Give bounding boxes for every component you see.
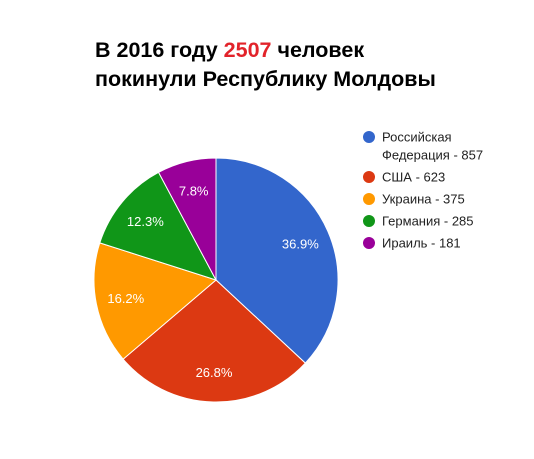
legend-label-4: Ираиль - 181	[382, 236, 461, 251]
legend-marker-4	[363, 237, 375, 249]
legend-label-0: Российская	[382, 130, 452, 145]
pie-slices	[93, 157, 339, 403]
legend-label-2: Украина - 375	[382, 192, 465, 207]
title-line2: покинули Республику Молдовы	[95, 67, 436, 91]
slice-label-1: 26.8%	[196, 365, 233, 380]
pie-slice-3[interactable]	[99, 171, 218, 281]
pie-slice-4[interactable]	[157, 157, 217, 281]
chart-title: В 2016 году 2507 человек покинули Респуб…	[95, 36, 515, 94]
title-highlight-number: 2507	[223, 38, 272, 62]
legend-marker-2	[363, 193, 375, 205]
legend-marker-1	[363, 171, 375, 183]
pie-slice-0[interactable]	[215, 157, 339, 364]
title-prefix: В 2016 году	[95, 38, 224, 62]
legend-label-0-line1: Федерация - 857	[382, 148, 483, 163]
chart-legend: Российская Федерация - 857 США - 623 Украин…	[363, 130, 483, 251]
pie-slice-2[interactable]	[93, 242, 218, 360]
legend-marker-3	[363, 215, 375, 227]
pie-labels: 36.9% 26.8% 16.2% 12.3% 7.8%	[107, 184, 319, 380]
slice-label-2: 16.2%	[107, 291, 144, 306]
legend-label-3: Германия - 285	[382, 214, 474, 229]
pie-slice-1[interactable]	[122, 279, 307, 403]
slice-label-4: 7.8%	[179, 184, 209, 199]
legend-marker-0	[363, 131, 375, 143]
title-suffix: человек	[271, 38, 365, 62]
slice-label-0: 36.9%	[282, 236, 319, 251]
slice-label-3: 12.3%	[127, 214, 164, 229]
legend-label-1: США - 623	[382, 170, 445, 185]
